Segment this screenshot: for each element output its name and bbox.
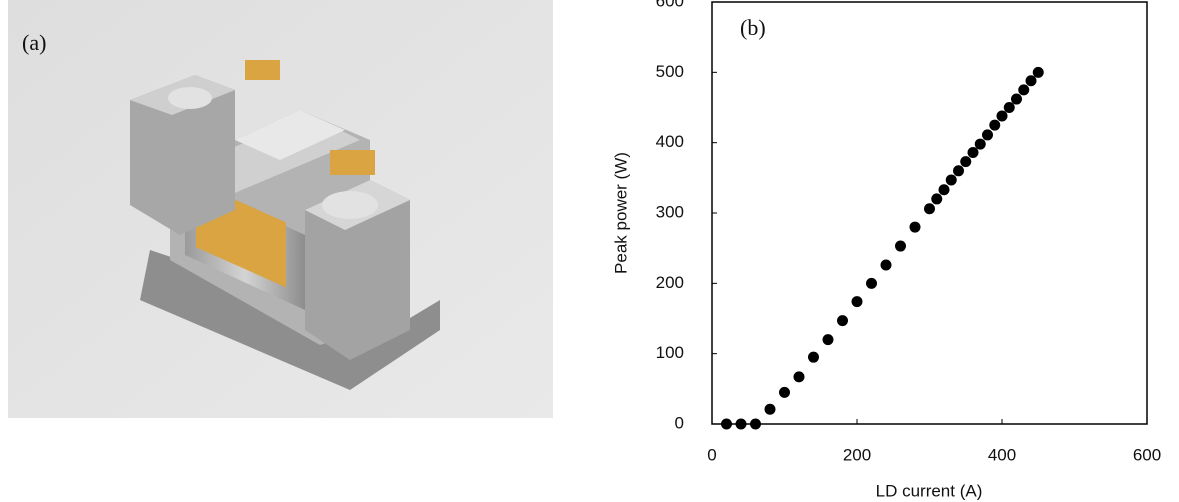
data-point [837,315,848,327]
x-tick-label: 200 [843,445,871,464]
data-point [808,351,819,363]
data-point [953,165,964,177]
chart-annotation: (b) [740,15,766,40]
data-point [721,418,732,430]
data-point [735,418,747,430]
data-point [982,129,993,141]
data-point [822,334,834,346]
data-point [909,221,921,233]
data-point [1003,102,1015,113]
data-point [866,277,877,289]
y-axis-label: Peak power (W) [611,152,630,274]
y-tick-label: 300 [656,202,684,221]
data-point [931,193,943,205]
y-tick-label: 100 [656,343,684,362]
x-tick-label: 400 [988,445,1016,464]
data-point [967,147,979,159]
data-point [974,138,986,150]
data-point [924,203,935,215]
data-point [945,174,957,186]
panel-label: (a) [22,30,46,55]
y-tick-label: 600 [656,0,684,10]
data-point [793,371,805,383]
data-point [880,259,892,271]
data-point [996,110,1008,122]
data-point [1025,75,1037,87]
data-point [938,184,950,196]
x-axis-label: LD current (A) [876,481,983,500]
x-tick-label: 600 [1133,445,1161,464]
y-tick-label: 500 [656,62,684,81]
y-tick-label: 400 [656,132,684,151]
data-point [764,403,776,415]
data-point [895,240,906,252]
data-point [779,386,790,398]
photo: (a) [8,0,553,418]
data-point [1018,84,1030,96]
data-point [1032,66,1044,78]
data-point [851,296,863,308]
y-tick-label: 0 [675,413,684,432]
data-point [750,418,761,430]
x-tick-label: 0 [707,445,716,464]
data-point [960,156,972,168]
data-point [989,119,1001,131]
data-point [1011,93,1022,105]
y-tick-label: 200 [656,273,684,292]
